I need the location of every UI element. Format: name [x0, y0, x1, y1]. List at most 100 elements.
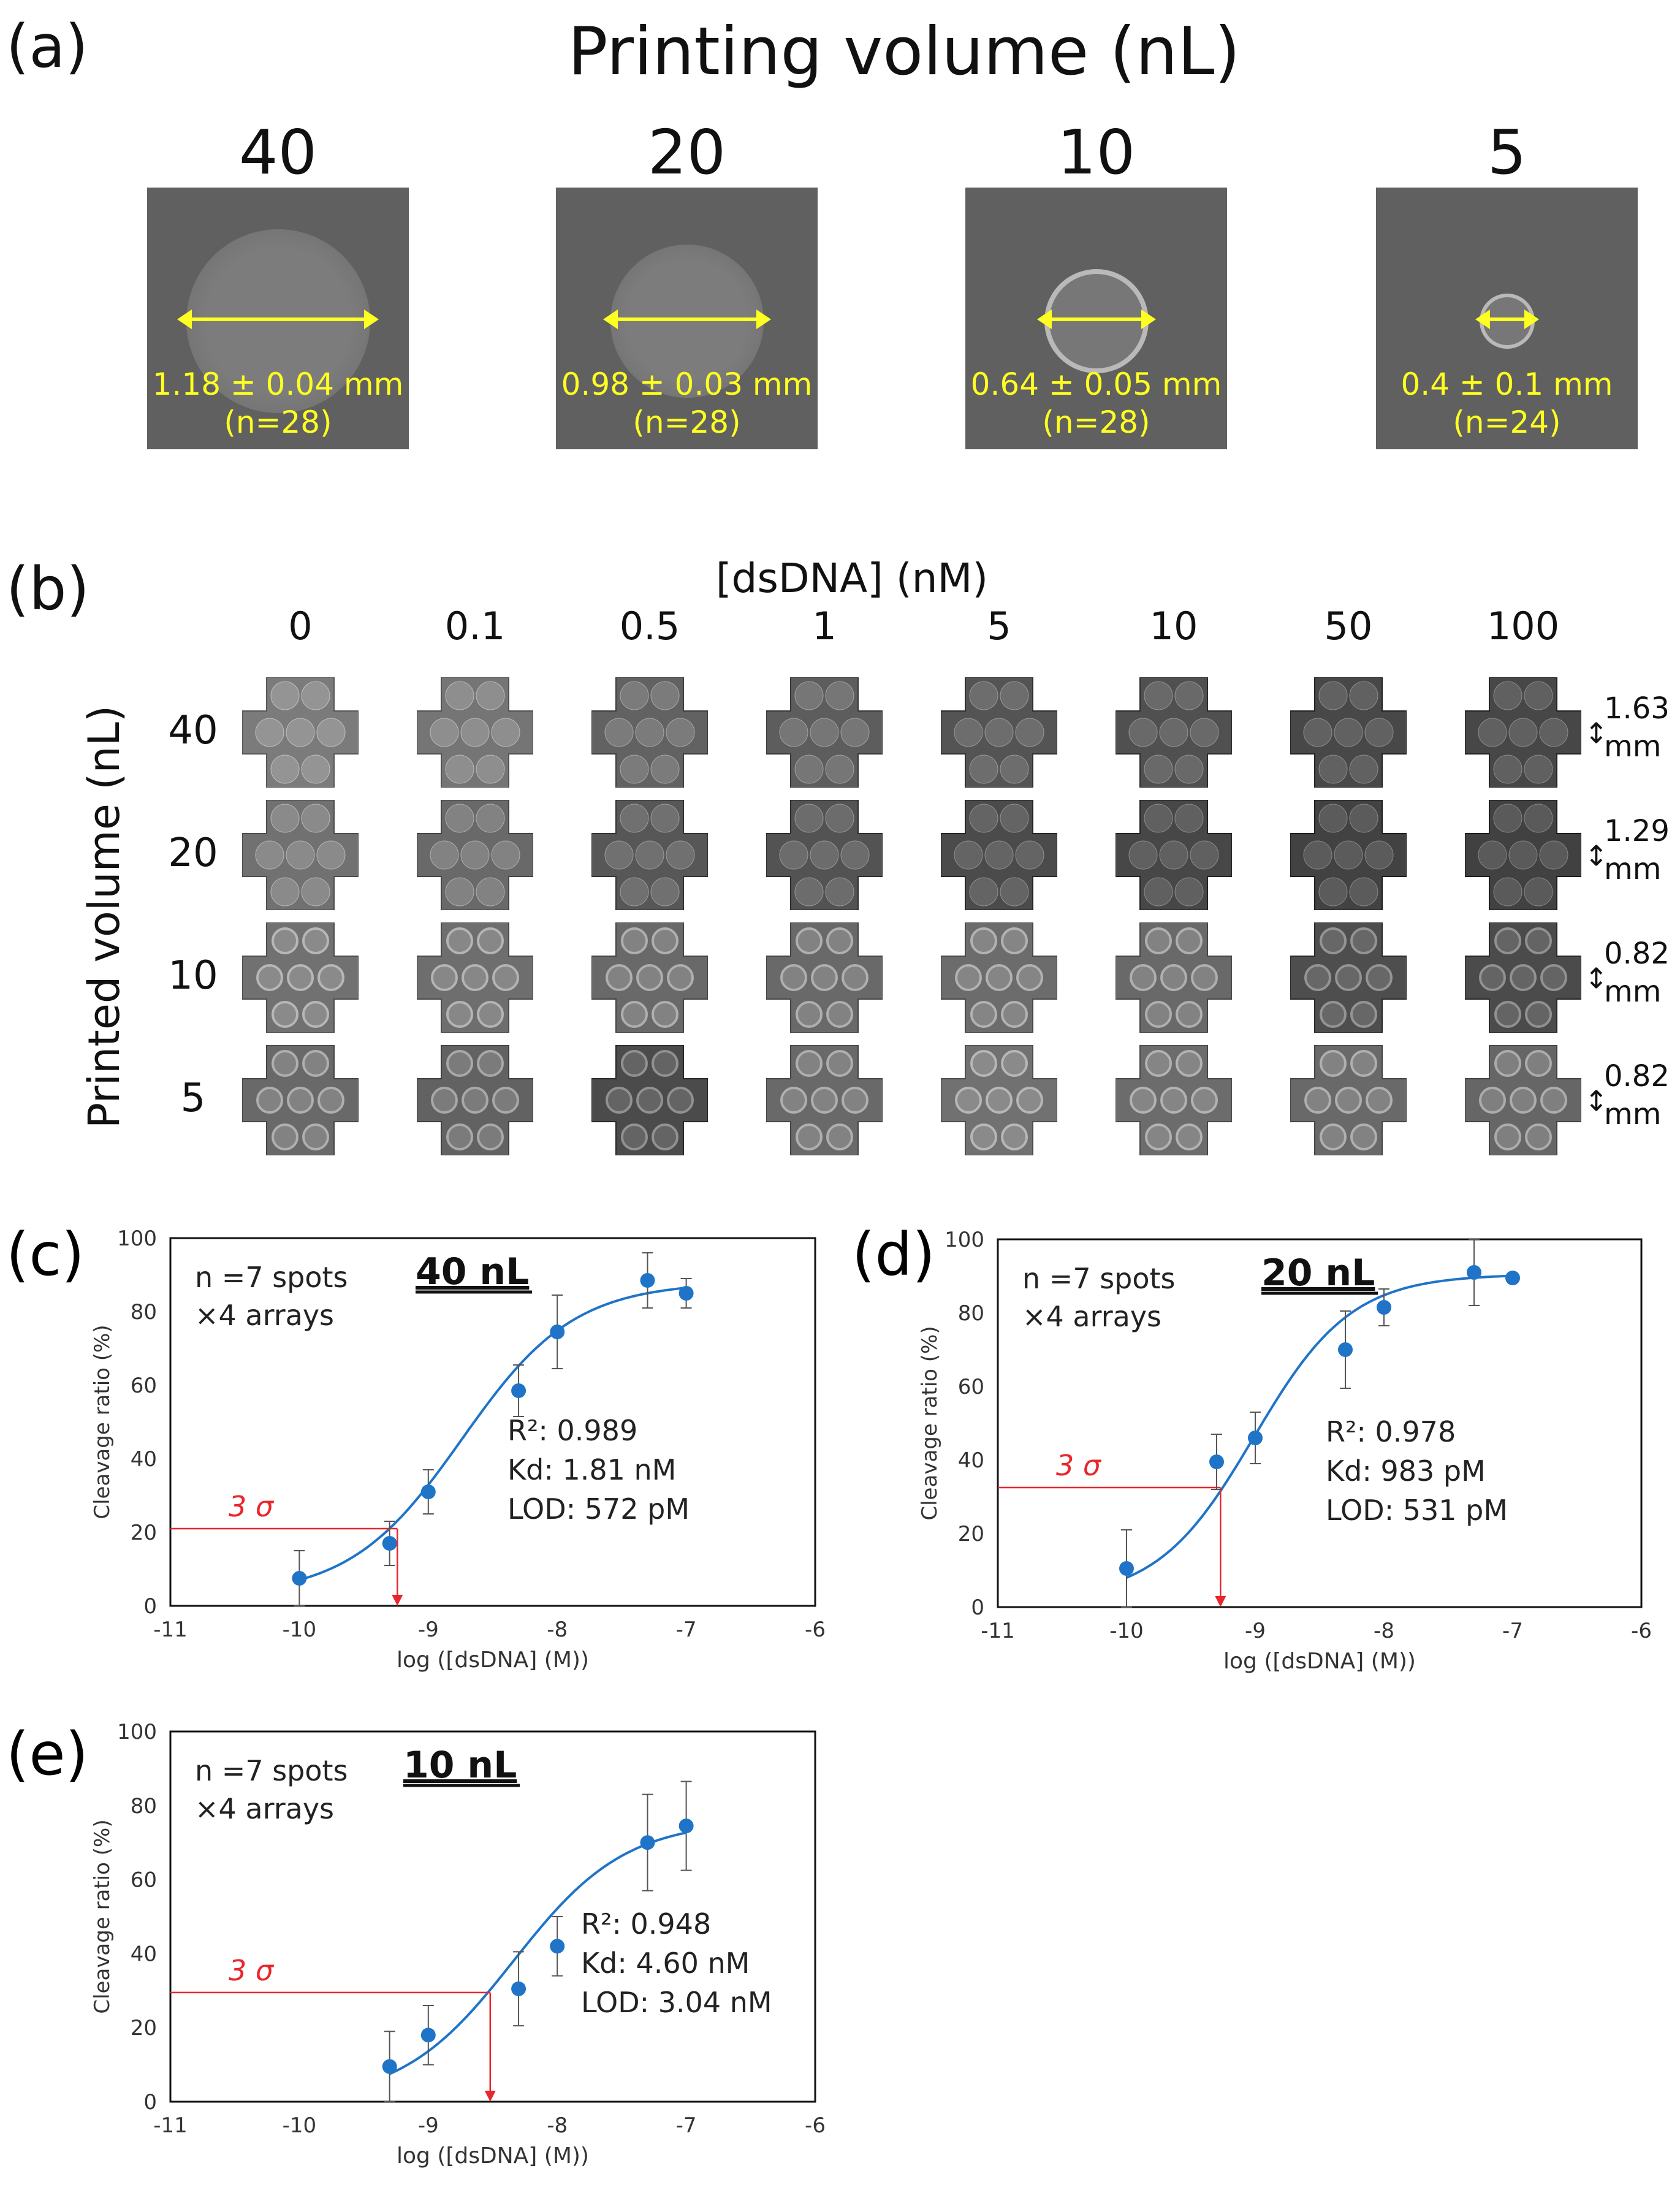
array-count-text: ×4 arrays: [1022, 1300, 1161, 1333]
diameter-arrow: [177, 310, 379, 329]
threshold-label: 3 σ: [229, 1490, 275, 1523]
concentration-header: 100: [1486, 604, 1560, 648]
y-tick-label: 80: [131, 1300, 157, 1325]
chart-40nl: (c) 0 20 40 60 80 100 -11 -10 -9 -8 -7 -6 log ([dsDNA…: [6, 1220, 826, 1673]
fit-stat-text: R²: 0.989: [507, 1414, 637, 1447]
data-point: [1377, 1300, 1391, 1315]
y-tick-label: 0: [143, 2090, 157, 2115]
array-image: [242, 1045, 359, 1155]
chart-title: 40 nL: [416, 1250, 529, 1293]
panel-b-title: [dsDNA] (nM): [715, 555, 989, 602]
y-tick-label: 100: [117, 1226, 157, 1251]
array-image: [242, 677, 359, 788]
array-image: [417, 677, 533, 788]
droplet-spot: [1044, 269, 1149, 373]
concentration-header: 1: [812, 604, 837, 648]
plot-frame: [997, 1238, 1643, 1608]
array-image: [1465, 800, 1581, 910]
spot-photo: 0.64 ± 0.05 mm (n=28): [965, 188, 1227, 449]
fit-stat-text: R²: 0.948: [581, 1907, 711, 1941]
x-tick-label: -9: [418, 1617, 439, 1642]
volume-row-label: 10: [168, 953, 218, 998]
array-image: [1465, 922, 1581, 1033]
array-image: [242, 800, 359, 910]
x-tick-label: -7: [676, 1617, 697, 1642]
panel-label: (e): [6, 1720, 88, 1789]
fit-curve: [389, 1831, 687, 2075]
spot-volume-label: 40: [238, 116, 317, 188]
array-image: [1290, 800, 1407, 910]
x-tick-label: -11: [153, 2113, 188, 2138]
array-image: [591, 922, 708, 1033]
x-tick-label: -10: [1109, 1619, 1144, 1643]
x-tick-label: -7: [1502, 1619, 1523, 1643]
sample-count: (n=28): [633, 405, 741, 440]
plot-frame: [169, 1237, 816, 1607]
scale-value: 1.63: [1604, 691, 1670, 726]
spot-photo: 1.18 ± 0.04 mm (n=28): [147, 188, 409, 449]
spot-volume-label: 20: [647, 116, 726, 188]
x-tick-label: -11: [153, 1617, 188, 1642]
y-tick-label: 80: [131, 1794, 157, 1819]
concentration-header: 5: [987, 604, 1011, 648]
scale-bar-icon: ↕: [1584, 1084, 1608, 1117]
y-tick-label: 100: [945, 1228, 984, 1252]
data-point: [292, 1571, 307, 1586]
array-image: [1465, 1045, 1581, 1155]
sample-size-text: n =7 spots: [1022, 1262, 1176, 1295]
scale-bar-label: 1.63 mm ↕: [1584, 690, 1670, 766]
scale-unit: mm: [1604, 852, 1662, 886]
array-image: [941, 677, 1057, 788]
scale-unit: mm: [1604, 975, 1662, 1009]
x-tick-label: -8: [547, 2113, 568, 2138]
y-tick-label: 0: [971, 1595, 984, 1620]
array-image: [242, 922, 359, 1033]
scale-unit: mm: [1604, 729, 1662, 764]
plot-frame: [169, 1730, 816, 2103]
y-tick-label: 80: [958, 1301, 984, 1326]
x-axis-title: log ([dsDNA] (M)): [1223, 1649, 1416, 1674]
diameter-measurement: 0.4 ± 0.1 mm: [1401, 367, 1613, 402]
data-point: [678, 1819, 694, 1834]
data-point: [1248, 1431, 1263, 1445]
y-tick-label: 0: [143, 1594, 157, 1619]
data-point: [420, 1484, 436, 1499]
array-image: [941, 922, 1057, 1033]
volume-row-label: 20: [168, 831, 218, 876]
fit-stat-text: LOD: 572 pM: [507, 1492, 690, 1526]
data-point: [1338, 1342, 1353, 1357]
panel-a-label: (a): [6, 12, 88, 81]
array-image: [941, 1045, 1057, 1155]
data-point: [550, 1939, 565, 1954]
array-image: [766, 922, 883, 1033]
data-point: [640, 1835, 655, 1850]
panel-a-title: Printing volume (nL): [568, 13, 1241, 90]
scale-bar-icon: ↕: [1584, 962, 1608, 995]
fit-curve: [298, 1287, 686, 1581]
concentration-header: 50: [1324, 604, 1373, 648]
x-axis-title: log ([dsDNA] (M)): [397, 2143, 589, 2169]
scale-value: 0.82: [1604, 937, 1670, 971]
fit-stat-text: R²: 0.978: [1326, 1415, 1456, 1448]
diameter-measurement: 0.98 ± 0.03 mm: [561, 367, 813, 402]
sample-count: (n=24): [1453, 405, 1561, 440]
array-image: [1290, 922, 1407, 1033]
fit-stat-text: Kd: 4.60 nM: [581, 1947, 750, 1980]
array-image: [1116, 922, 1232, 1033]
x-tick-label: -6: [1631, 1619, 1652, 1643]
diameter-measurement: 0.64 ± 0.05 mm: [970, 367, 1222, 402]
data-point: [382, 2059, 397, 2074]
panel-b-y-title: Printed volume (nL): [79, 705, 129, 1129]
scale-unit: mm: [1604, 1097, 1662, 1131]
array-image: [941, 800, 1057, 910]
array-image: [417, 800, 533, 910]
droplet-spot: [186, 229, 370, 413]
scale-value: 1.29: [1604, 814, 1670, 848]
threshold-label: 3 σ: [229, 1954, 275, 1987]
volume-row-label: 5: [180, 1076, 206, 1121]
array-image: [1290, 677, 1407, 788]
scale-bar-label: 1.29 mm ↕: [1584, 812, 1670, 888]
sample-size-text: n =7 spots: [195, 1261, 348, 1294]
fit-stat-text: LOD: 531 pM: [1326, 1494, 1508, 1527]
panel-label: (c): [6, 1220, 85, 1289]
